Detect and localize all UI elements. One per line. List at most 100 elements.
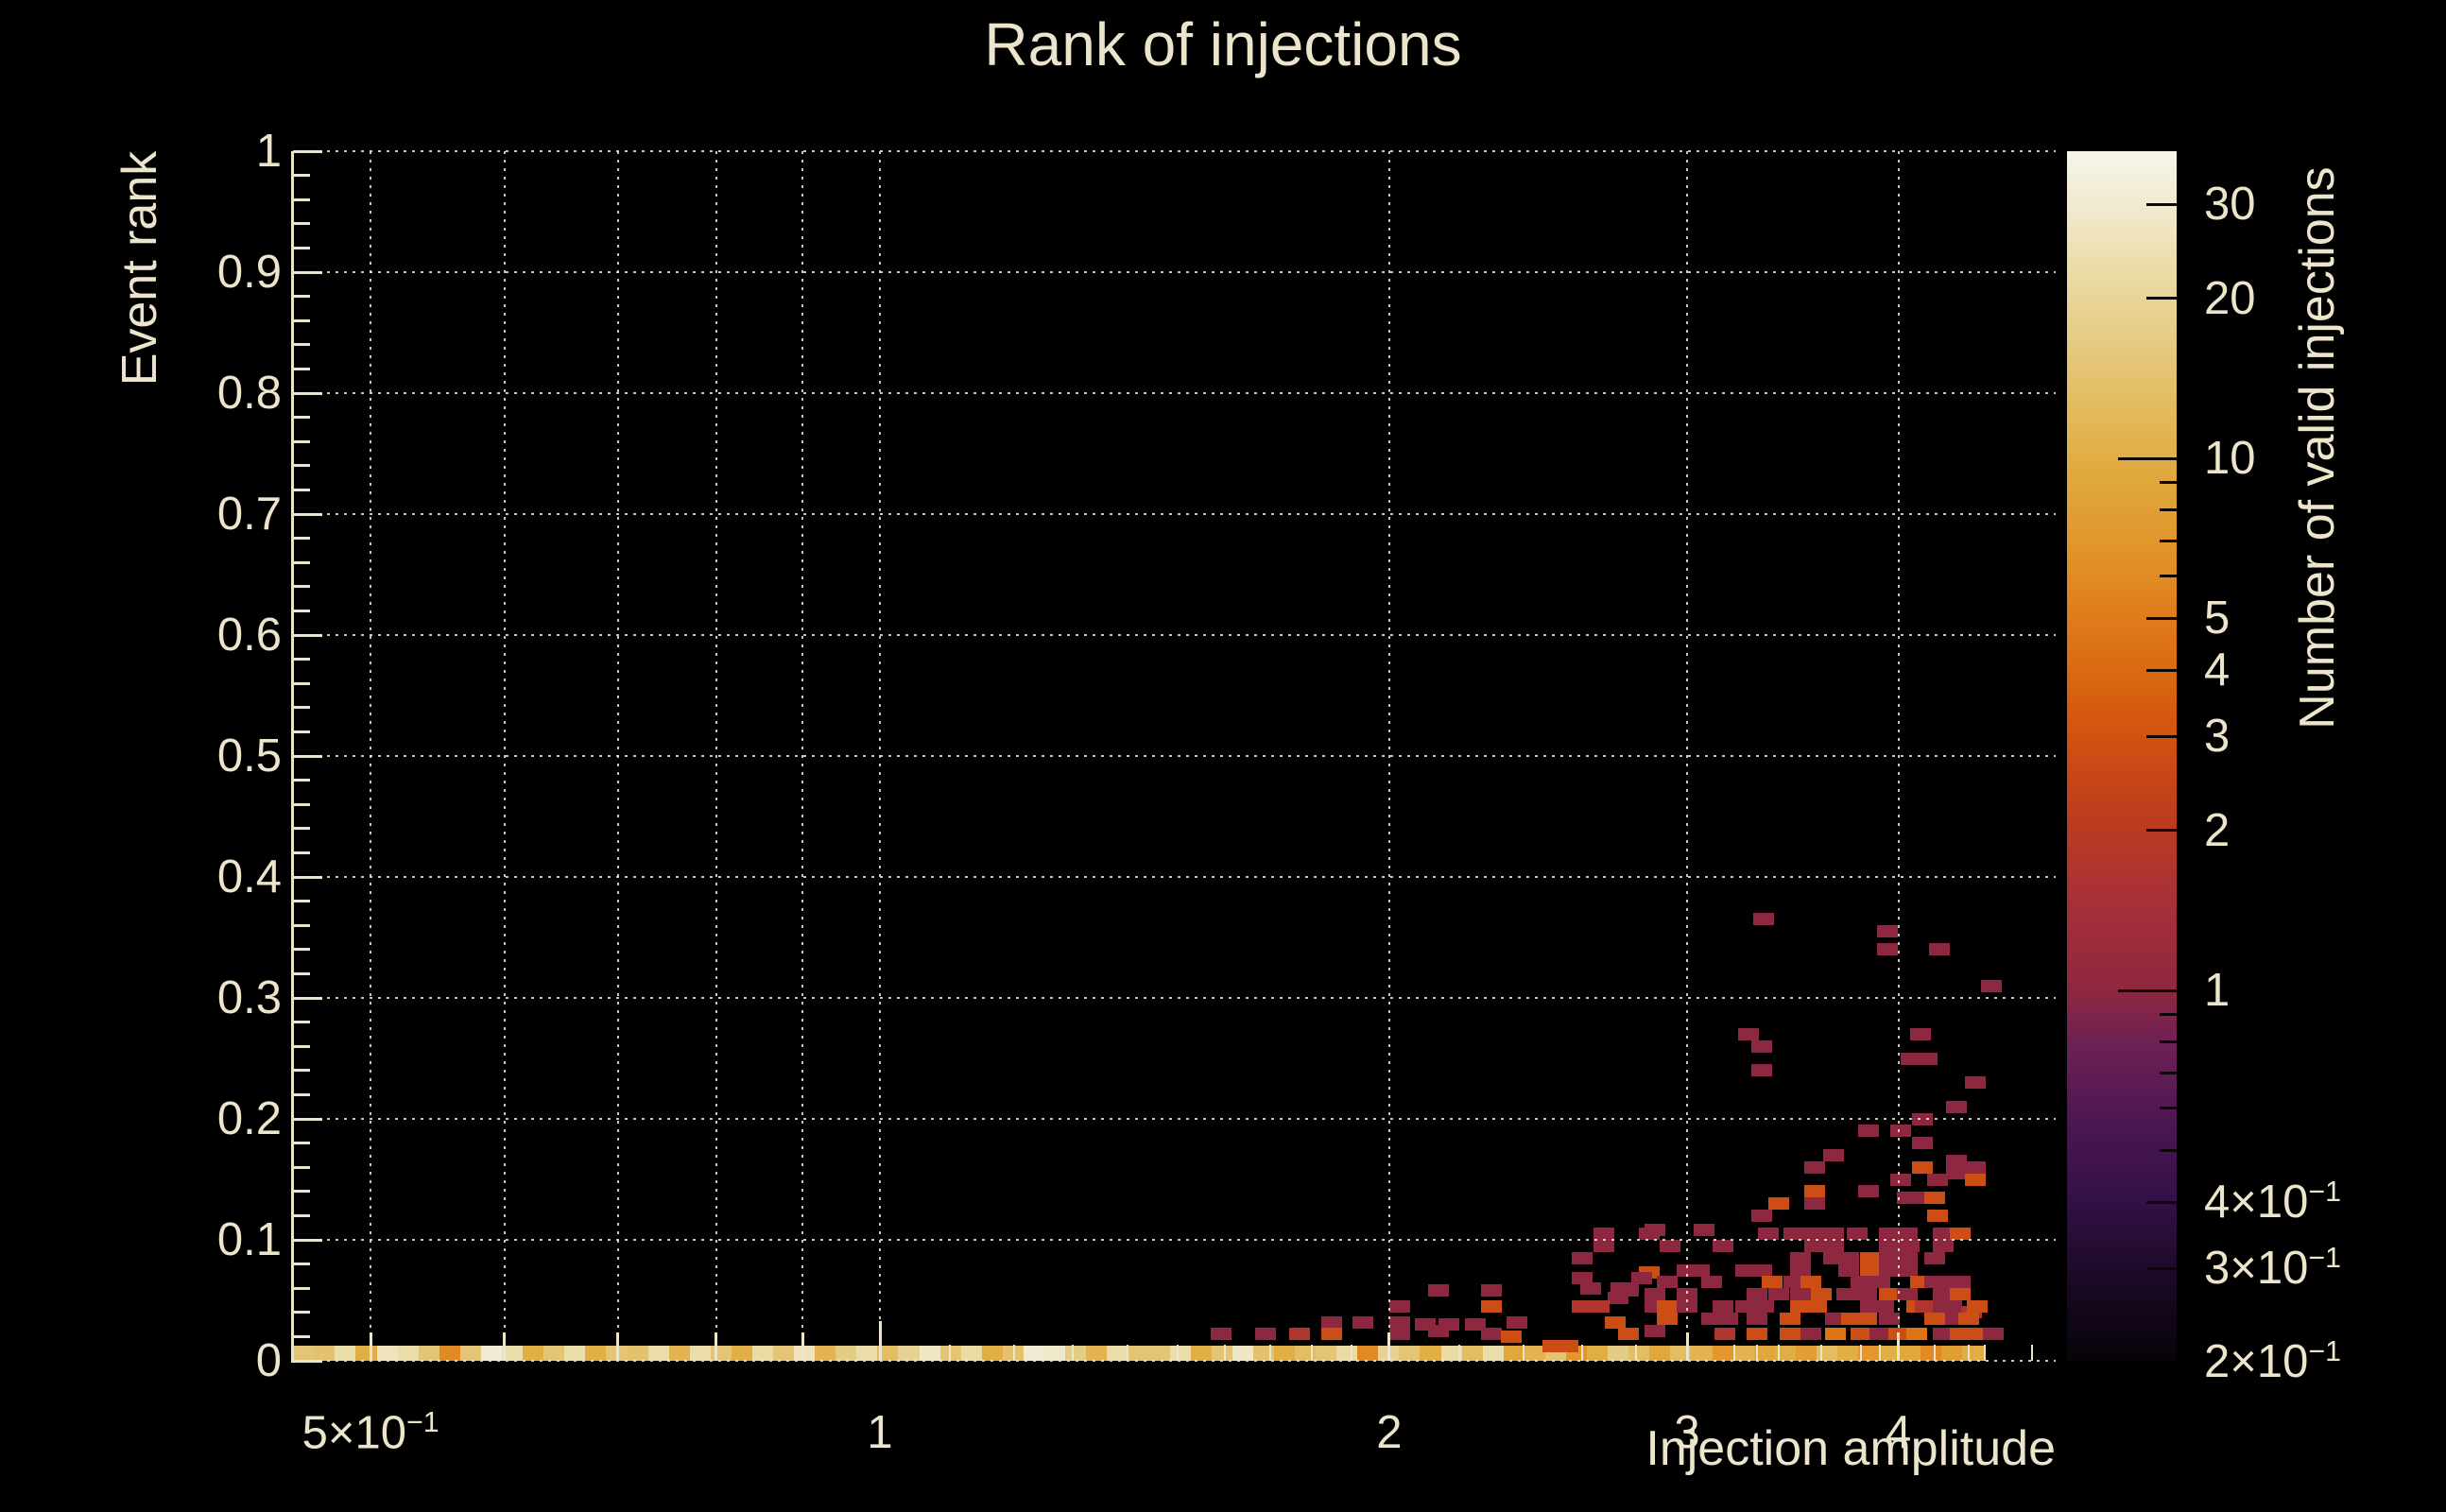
y-axis-tick [294,149,322,153]
heat-cell [1855,1312,1877,1325]
heat-cell [627,1346,649,1361]
heat-cell [1804,1239,1826,1252]
y-axis-tick [294,1165,310,1169]
y-axis-line [291,151,294,1363]
heat-cell [1607,1291,1628,1304]
heat-cell [1783,1228,1805,1241]
heat-cell [1889,1173,1911,1186]
heat-cell [1750,1209,1772,1222]
heat-cell [1507,1315,1528,1329]
colorbar-tick-label: 30 [2204,179,2256,231]
heat-cell [1588,1299,1610,1313]
heat-cell [1859,1263,1881,1277]
colorbar-gradient [2067,151,2177,1361]
heat-cell [1747,1328,1768,1341]
heat-cell [1107,1346,1128,1361]
heat-cell [773,1346,795,1361]
colorbar-tick [2160,539,2177,542]
y-axis-tick [294,900,310,903]
heat-cell [1822,1251,1844,1264]
colorbar-tick-label: 2 [2204,804,2231,856]
heat-cell [835,1346,857,1361]
y-axis-tick [294,318,310,322]
colorbar-tick [2160,1040,2177,1044]
heat-cell [1579,1281,1601,1295]
heat-cell [1878,1263,1900,1277]
heat-cell [1949,1228,1971,1241]
x-axis-tick [616,1332,620,1361]
y-gridline [293,1360,2056,1362]
heat-cell [1357,1346,1379,1361]
x-axis-tick [715,1332,718,1361]
heat-cell [647,1346,670,1361]
x-axis-minor-tick [1071,1345,1074,1361]
heat-cell [1735,1299,1757,1313]
y-gridline [293,392,2056,394]
heat-cell [1921,1346,1942,1361]
heat-cell [1700,1312,1722,1325]
heat-cell [1897,1288,1919,1301]
colorbar-tick [2146,734,2177,738]
colorbar-tick [2160,1107,2177,1110]
y-tick-label: 0 [255,1335,282,1386]
heat-cell [1750,1064,1772,1077]
colorbar-tick [2146,1200,2177,1204]
y-axis-tick [294,658,310,662]
colorbar-tick [2146,616,2177,620]
y-axis-tick [294,633,322,637]
heat-cell [1753,1346,1776,1361]
heat-cell [1946,1100,1968,1113]
heat-cell [1735,1263,1757,1277]
y-axis-tick [294,1359,322,1363]
heat-cell [1693,1224,1714,1237]
colorbar-tick [2146,297,2177,301]
heat-cell [1657,1299,1679,1313]
y-tick-label: 1 [255,126,282,177]
heat-cell [1399,1346,1421,1361]
heat-cell [1747,1312,1768,1325]
y-tick-label: 0.5 [216,730,282,782]
heat-cell [1500,1330,1522,1343]
heat-cell [1909,1027,1931,1040]
heat-cell [1899,1239,1921,1252]
heat-cell [1966,1299,1988,1313]
x-axis-minor-tick [1457,1345,1460,1361]
y-axis-tick [294,1311,310,1314]
x-axis-minor-tick [1012,1345,1015,1361]
heat-cell [1210,1328,1232,1341]
heat-cell [919,1346,941,1361]
y-axis-tick [294,343,310,347]
heat-cell [1750,1040,1772,1053]
x-axis-tick [878,1321,882,1361]
y-axis-tick [294,1117,322,1121]
heat-cell [1716,1312,1738,1325]
heat-cell [1923,1251,1945,1264]
heat-cell [376,1346,399,1361]
heat-cell [1148,1346,1171,1361]
heat-cell [1714,1328,1736,1341]
y-axis-tick [294,971,310,975]
y-tick-label: 0.4 [216,851,282,902]
heat-cell [523,1346,544,1361]
y-gridline [293,997,2056,999]
x-axis-title: Injection amplitude [1645,1421,2056,1476]
colorbar-tick [2160,575,2177,578]
heat-cell [1905,1328,1927,1341]
heat-cell [1768,1288,1790,1301]
heat-cell [1857,1185,1879,1198]
heat-cell [1762,1276,1783,1289]
heat-cell [1915,1299,1937,1313]
x-axis-minor-tick [1984,1345,1987,1361]
heat-cell [397,1346,420,1361]
heat-cell [1917,1052,1938,1065]
heat-cell [981,1346,1004,1361]
y-gridline [293,271,2056,273]
heat-cell [1981,979,2003,992]
heat-cell [1774,1346,1797,1361]
heat-cell [1876,925,1898,938]
y-axis-tick [294,367,310,370]
heat-cell [1644,1288,1665,1301]
heat-cell [1964,1076,1986,1090]
heat-cell [877,1346,900,1361]
